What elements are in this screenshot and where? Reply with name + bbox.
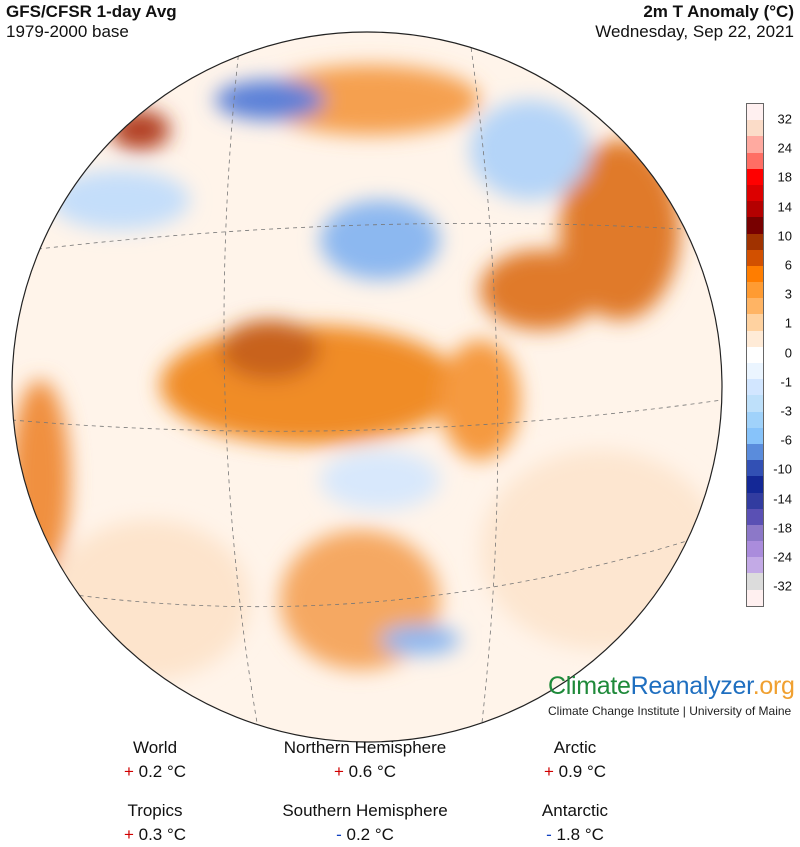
colorbar-swatch	[747, 184, 763, 202]
colorbar-label: -32	[773, 578, 792, 594]
variable-title: 2m T Anomaly (°C)	[643, 2, 794, 21]
colorbar-swatch	[747, 120, 763, 137]
colorbar-label: 14	[777, 199, 792, 215]
climate-reanalyzer-logo[interactable]: ClimateReanalyzer.org	[548, 672, 795, 700]
stat-sign: +	[123, 825, 134, 844]
stat-sign: +	[123, 762, 134, 781]
colorbar-label: -24	[773, 549, 792, 565]
stat-tropics: Tropics + 0.3 °C	[35, 799, 275, 847]
model-title: GFS/CFSR 1-day Avg	[6, 2, 177, 21]
stat-northern-hemisphere: Northern Hemisphere + 0.6 °C	[245, 736, 485, 784]
colorbar-label: -10	[773, 461, 792, 477]
colorbar-swatch	[747, 541, 763, 558]
colorbar-swatch	[747, 136, 763, 153]
stat-sign: -	[336, 825, 342, 844]
colorbar-label: 10	[777, 228, 792, 244]
colorbar-label: -1	[780, 374, 792, 390]
colorbar-swatch	[747, 346, 763, 363]
colorbar-swatch	[747, 573, 763, 590]
stat-value: - 0.2 °C	[245, 823, 485, 847]
colorbar-swatch	[747, 492, 763, 509]
stat-world: World + 0.2 °C	[35, 736, 275, 784]
colorbar-label: 18	[777, 169, 792, 185]
map-title-block: GFS/CFSR 1-day Avg 1979-2000 base	[6, 2, 177, 42]
colorbar	[746, 103, 764, 607]
stat-sign: +	[543, 762, 554, 781]
stat-sign: +	[333, 762, 344, 781]
colorbar-swatch	[747, 282, 763, 299]
colorbar-label: 6	[784, 257, 792, 273]
stat-sign: -	[546, 825, 552, 844]
variable-title-block: 2m T Anomaly (°C) Wednesday, Sep 22, 202…	[595, 2, 794, 42]
colorbar-swatch	[747, 395, 763, 412]
stat-value: - 1.8 °C	[455, 823, 695, 847]
stat-value: + 0.2 °C	[35, 760, 275, 784]
colorbar-labels: 32 24 18 14 10 6 3 1 0 -1 -3 -6 -10 -14 -18 -24 -32	[770, 103, 800, 606]
globe-outline	[11, 31, 723, 743]
colorbar-swatch	[747, 201, 763, 218]
institute-credit: Climate Change Institute | University of…	[548, 704, 792, 718]
colorbar-swatch	[747, 330, 763, 347]
colorbar-label: -14	[773, 491, 792, 507]
colorbar-label: -6	[780, 432, 792, 448]
colorbar-swatch	[747, 168, 763, 185]
colorbar-swatch	[747, 314, 763, 331]
colorbar-swatch	[747, 217, 763, 234]
globe-map	[11, 31, 723, 743]
baseline-period: 1979-2000 base	[6, 22, 129, 41]
colorbar-swatch	[747, 508, 763, 525]
colorbar-swatch	[747, 411, 763, 428]
colorbar-swatch	[747, 427, 763, 444]
colorbar-swatch	[747, 460, 763, 477]
colorbar-label: 3	[784, 286, 792, 302]
stat-number: 0.3 °C	[138, 825, 187, 844]
colorbar-swatch	[747, 265, 763, 283]
stat-antarctic: Antarctic - 1.8 °C	[455, 799, 695, 847]
stat-label: Northern Hemisphere	[283, 738, 447, 757]
stat-value: + 0.9 °C	[455, 760, 695, 784]
colorbar-swatch	[747, 557, 763, 574]
anomaly-field	[12, 32, 722, 742]
stat-number: 1.8 °C	[556, 825, 604, 844]
colorbar-swatch	[747, 298, 763, 315]
stat-value: + 0.3 °C	[35, 823, 275, 847]
stat-label: World	[132, 738, 178, 757]
graticule	[12, 39, 722, 741]
colorbar-label: -3	[780, 403, 792, 419]
colorbar-swatch	[747, 249, 763, 266]
colorbar-swatch	[747, 233, 763, 250]
stat-label: Southern Hemisphere	[282, 801, 448, 820]
date-label: Wednesday, Sep 22, 2021	[595, 22, 794, 41]
stat-label: Tropics	[127, 801, 183, 820]
colorbar-swatch	[747, 152, 763, 169]
stat-label: Antarctic	[541, 801, 609, 820]
stat-value: + 0.6 °C	[245, 760, 485, 784]
colorbar-swatch	[747, 524, 763, 542]
colorbar-swatch	[747, 589, 763, 606]
colorbar-label: 32	[777, 111, 792, 127]
stat-southern-hemisphere: Southern Hemisphere - 0.2 °C	[245, 799, 485, 847]
colorbar-swatch	[747, 104, 763, 121]
stat-number: 0.2 °C	[138, 762, 187, 781]
stat-arctic: Arctic + 0.9 °C	[455, 736, 695, 784]
colorbar-label: 1	[784, 315, 792, 331]
colorbar-swatch	[747, 379, 763, 396]
colorbar-swatch	[747, 363, 763, 380]
stat-number: 0.2 °C	[346, 825, 394, 844]
colorbar-label: 24	[777, 140, 792, 156]
colorbar-label: -18	[773, 520, 792, 536]
colorbar-swatch	[747, 443, 763, 461]
stat-label: Arctic	[553, 738, 597, 757]
colorbar-label: 0	[784, 345, 792, 361]
stat-number: 0.6 °C	[348, 762, 397, 781]
colorbar-swatch	[747, 476, 763, 493]
stat-number: 0.9 °C	[558, 762, 607, 781]
